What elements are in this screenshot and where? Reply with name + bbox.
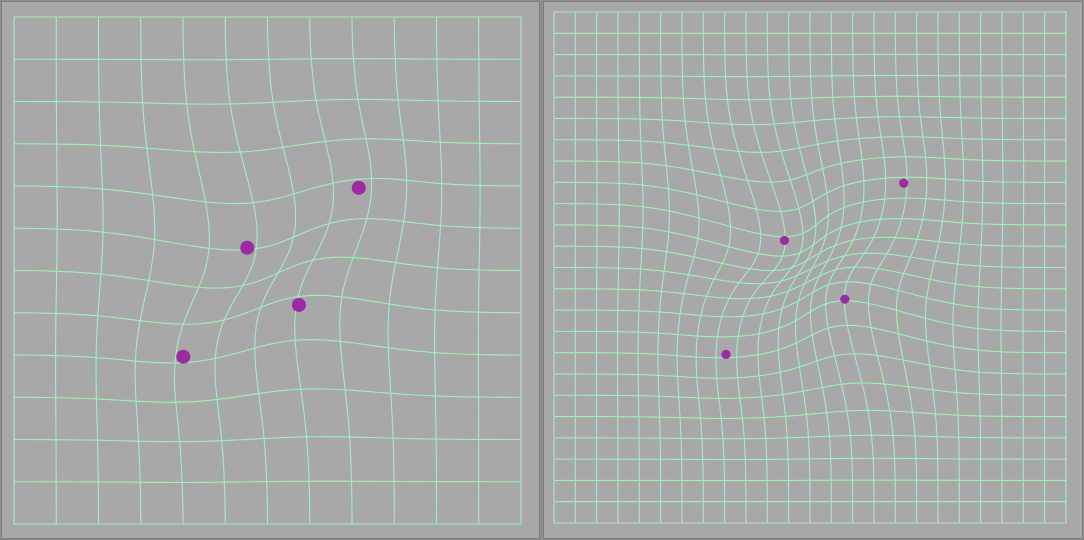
grid-line-vertical bbox=[173, 16, 210, 525]
grid-line-vertical bbox=[757, 11, 804, 524]
control-point-handle[interactable] bbox=[176, 349, 191, 364]
grid-line-horizontal bbox=[13, 436, 522, 443]
grid-line-vertical bbox=[977, 11, 984, 524]
grid-line-vertical bbox=[895, 11, 928, 524]
control-point-handle[interactable] bbox=[779, 235, 789, 246]
grid-line-vertical bbox=[657, 11, 670, 524]
grid-line-vertical bbox=[616, 11, 620, 524]
grid-line-horizontal bbox=[553, 136, 1067, 153]
grid-line-horizontal bbox=[13, 339, 522, 364]
grid-line-vertical bbox=[339, 16, 373, 525]
grid-line-horizontal bbox=[553, 300, 1067, 338]
control-point-handle[interactable] bbox=[899, 178, 909, 188]
grid-line-horizontal bbox=[13, 58, 522, 61]
grid-line-horizontal bbox=[13, 177, 522, 205]
grid-line-horizontal bbox=[553, 176, 1067, 212]
grid-line-horizontal bbox=[553, 353, 1067, 379]
grid-line-horizontal bbox=[553, 116, 1067, 126]
grid-line-vertical bbox=[867, 11, 908, 524]
grid-line-horizontal bbox=[553, 197, 1067, 238]
grid-line-vertical bbox=[809, 11, 845, 524]
control-point-handle[interactable] bbox=[240, 240, 255, 255]
grid-panel-right[interactable] bbox=[543, 1, 1083, 539]
grid-line-vertical bbox=[1022, 11, 1025, 524]
grid-line-vertical bbox=[134, 16, 156, 525]
grid-line-vertical bbox=[637, 11, 644, 524]
grid-line-horizontal bbox=[553, 434, 1067, 440]
grid-line-vertical bbox=[55, 16, 58, 525]
grid-line-vertical bbox=[676, 11, 700, 524]
grid-line-horizontal bbox=[13, 256, 522, 289]
grid-line-vertical bbox=[1000, 11, 1004, 524]
grid-line-horizontal bbox=[13, 294, 522, 325]
grid-panel-left[interactable] bbox=[1, 1, 540, 539]
deformed-grid-right[interactable] bbox=[543, 1, 1083, 539]
grid-line-horizontal bbox=[13, 98, 522, 105]
control-point-handle[interactable] bbox=[291, 297, 306, 312]
grid-line-vertical bbox=[695, 11, 732, 524]
grid-line-horizontal bbox=[13, 388, 522, 403]
grid-line-horizontal bbox=[553, 95, 1067, 101]
grid-line-horizontal bbox=[553, 252, 1067, 285]
grid-line-horizontal bbox=[553, 156, 1067, 183]
grid-line-vertical bbox=[434, 16, 443, 525]
control-point-handle[interactable] bbox=[840, 294, 850, 304]
grid-line-vertical bbox=[924, 11, 946, 524]
grid-line-vertical bbox=[715, 11, 762, 524]
grid-line-horizontal bbox=[553, 218, 1067, 257]
grid-line-horizontal bbox=[553, 74, 1067, 78]
grid-line-vertical bbox=[214, 16, 258, 525]
grid-line-horizontal bbox=[553, 409, 1067, 419]
control-point-handle[interactable] bbox=[721, 349, 731, 359]
grid-line-vertical bbox=[387, 16, 408, 525]
grid-line-horizontal bbox=[13, 138, 522, 154]
deformed-grid-left[interactable] bbox=[1, 1, 540, 539]
grid-line-horizontal bbox=[13, 480, 522, 483]
grid-line-vertical bbox=[95, 16, 104, 525]
grid-line-vertical bbox=[777, 11, 817, 524]
grid-line-vertical bbox=[294, 16, 335, 525]
grid-line-horizontal bbox=[553, 382, 1067, 399]
grid-line-horizontal bbox=[13, 218, 522, 251]
grid-line-horizontal bbox=[553, 324, 1067, 359]
grid-line-vertical bbox=[254, 16, 297, 525]
grid-line-horizontal bbox=[553, 457, 1067, 461]
control-point-handle[interactable] bbox=[351, 180, 366, 195]
grid-line-vertical bbox=[952, 11, 965, 524]
grid-line-vertical bbox=[477, 16, 481, 525]
